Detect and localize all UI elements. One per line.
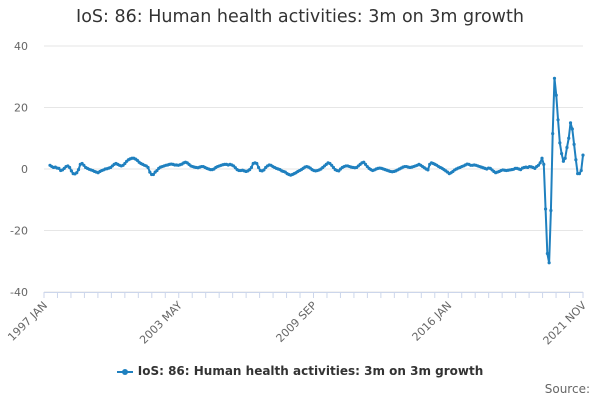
y-tick-label: 0 <box>21 163 28 176</box>
x-tick-label: 1997 JAN <box>5 299 50 344</box>
data-point[interactable] <box>581 153 585 157</box>
legend-line-marker-icon <box>116 367 133 377</box>
data-point[interactable] <box>552 76 557 80</box>
data-point[interactable] <box>123 161 127 166</box>
legend[interactable]: IoS: 86: Human health activities: 3m on … <box>0 364 600 378</box>
data-point[interactable] <box>68 165 72 170</box>
data-point[interactable] <box>426 168 430 172</box>
data-point[interactable] <box>545 251 549 256</box>
y-tick-label: 40 <box>14 40 28 53</box>
data-point[interactable] <box>568 121 573 125</box>
data-point[interactable] <box>148 170 152 174</box>
data-point[interactable] <box>262 168 266 172</box>
source-label: Source: <box>544 382 590 396</box>
data-point[interactable] <box>551 132 555 136</box>
data-point[interactable] <box>330 163 334 167</box>
y-tick-label: -20 <box>10 225 28 238</box>
data-point[interactable] <box>76 168 81 172</box>
data-point[interactable] <box>256 165 261 170</box>
data-point[interactable] <box>155 168 159 173</box>
data-point[interactable] <box>362 160 366 164</box>
data-point[interactable] <box>151 172 155 177</box>
data-point[interactable] <box>547 261 551 265</box>
data-point[interactable] <box>572 142 576 146</box>
data-point[interactable] <box>561 159 565 163</box>
data-point[interactable] <box>82 163 86 167</box>
data-point[interactable] <box>75 171 79 175</box>
y-tick-label: -40 <box>10 286 28 299</box>
data-point[interactable] <box>579 168 583 173</box>
data-point[interactable] <box>577 172 582 176</box>
x-tick-label: 2003 MAY <box>137 299 185 347</box>
data-point[interactable] <box>549 208 553 213</box>
data-point[interactable] <box>538 161 542 165</box>
x-tick-label: 2021 NOV <box>541 299 590 348</box>
series-layer <box>48 76 585 265</box>
data-point[interactable] <box>574 158 578 162</box>
data-point[interactable] <box>570 127 574 131</box>
data-point[interactable] <box>363 162 368 166</box>
data-point[interactable] <box>146 165 150 170</box>
chart-title: IoS: 86: Human health activities: 3m on … <box>76 7 524 27</box>
y-tick-label: 20 <box>14 102 28 115</box>
data-point[interactable] <box>565 145 569 150</box>
data-point[interactable] <box>249 165 254 170</box>
data-point[interactable] <box>248 168 252 172</box>
data-point[interactable] <box>554 93 558 97</box>
data-point[interactable] <box>543 207 548 211</box>
data-point[interactable] <box>331 165 336 170</box>
data-point[interactable] <box>57 166 61 170</box>
data-point[interactable] <box>563 156 567 160</box>
x-tick-label: 2009 SEP <box>274 299 320 345</box>
data-point[interactable] <box>536 163 541 167</box>
data-point[interactable] <box>556 118 560 122</box>
data-point[interactable] <box>542 162 546 166</box>
data-point[interactable] <box>255 161 259 166</box>
legend-label: IoS: 86: Human health activities: 3m on … <box>137 364 484 378</box>
data-point[interactable] <box>540 156 544 160</box>
data-point[interactable] <box>567 136 571 140</box>
x-tick-label: 2016 JAN <box>410 299 455 344</box>
data-point[interactable] <box>558 141 562 145</box>
data-point[interactable] <box>69 169 73 173</box>
data-point[interactable] <box>560 152 564 156</box>
